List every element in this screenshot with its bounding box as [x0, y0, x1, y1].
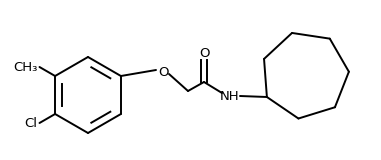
Text: O: O — [158, 65, 168, 79]
Text: CH₃: CH₃ — [13, 60, 37, 73]
Text: O: O — [199, 47, 209, 60]
Text: Cl: Cl — [24, 116, 37, 129]
Text: NH: NH — [220, 89, 240, 103]
